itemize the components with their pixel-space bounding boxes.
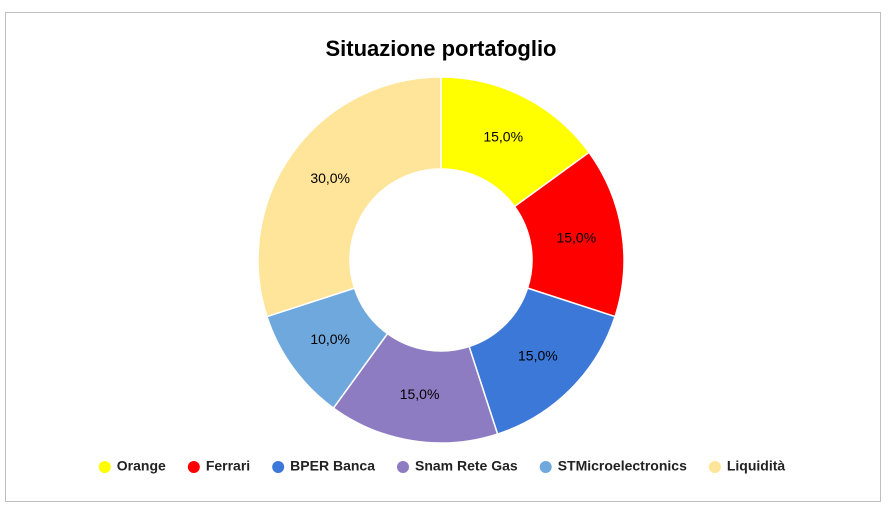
donut-slice (513, 151, 625, 318)
donut-slice (257, 76, 442, 318)
chart-title: Situazione portafoglio (326, 36, 557, 61)
legend-marker (272, 461, 285, 473)
value-label: 30,0% (310, 170, 350, 186)
legend-marker (187, 461, 200, 473)
value-label: 15,0% (483, 129, 523, 145)
legend-label: Orange (117, 458, 166, 474)
legend-label: Ferrari (206, 458, 250, 474)
donut-slice (332, 332, 499, 444)
legend-marker (98, 461, 111, 473)
legend-label: Liquidità (727, 458, 786, 474)
donut-slice (440, 76, 591, 208)
value-label: 15,0% (400, 386, 440, 402)
value-label: 10,0% (310, 331, 350, 347)
value-label: 15,0% (518, 348, 558, 364)
legend-marker (396, 461, 409, 473)
legend-marker (539, 461, 552, 473)
value-label: 15,0% (556, 229, 596, 245)
donut-slice (468, 287, 616, 435)
legend-marker (708, 461, 721, 473)
legend-label: Snam Rete Gas (415, 458, 518, 474)
legend-label: BPER Banca (290, 458, 375, 474)
legend-label: STMicroelectronics (558, 458, 687, 474)
